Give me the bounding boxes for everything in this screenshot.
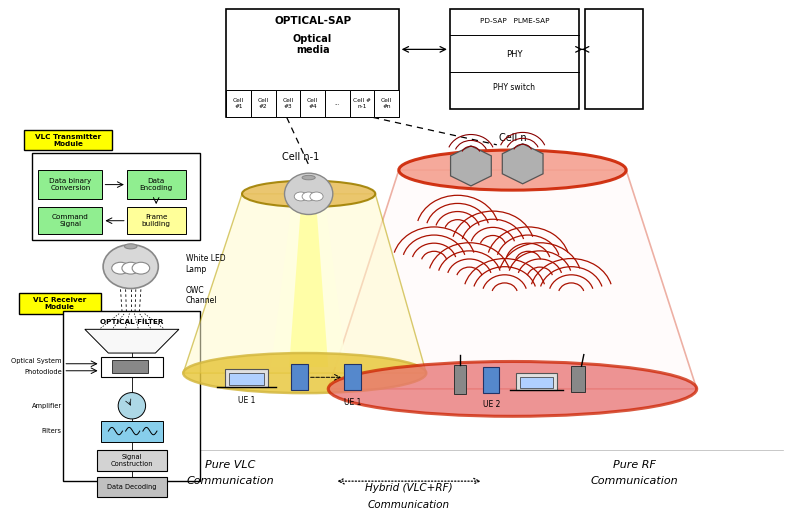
Circle shape	[294, 192, 307, 201]
Polygon shape	[85, 329, 179, 353]
FancyBboxPatch shape	[251, 90, 276, 117]
FancyBboxPatch shape	[226, 10, 399, 117]
Ellipse shape	[242, 181, 375, 207]
FancyBboxPatch shape	[229, 373, 264, 385]
FancyBboxPatch shape	[63, 312, 201, 481]
Text: Amplifier: Amplifier	[31, 403, 62, 409]
Ellipse shape	[399, 150, 626, 190]
Polygon shape	[328, 170, 697, 389]
Text: ...: ...	[334, 101, 340, 106]
Text: Optical
media: Optical media	[293, 34, 332, 56]
Text: WiFi
Router: WiFi Router	[461, 165, 482, 175]
Ellipse shape	[118, 393, 146, 419]
Text: Pure RF: Pure RF	[613, 461, 655, 470]
Text: Hybrid (VLC+RF): Hybrid (VLC+RF)	[365, 483, 453, 493]
Polygon shape	[271, 207, 346, 367]
Text: Cell
#2: Cell #2	[258, 98, 269, 109]
FancyBboxPatch shape	[126, 170, 186, 199]
Text: VLC Transmitter
Module: VLC Transmitter Module	[35, 134, 101, 147]
FancyBboxPatch shape	[32, 153, 201, 240]
Text: OPTICAL FILTER: OPTICAL FILTER	[100, 319, 163, 325]
Ellipse shape	[125, 244, 137, 249]
FancyBboxPatch shape	[450, 10, 579, 110]
FancyBboxPatch shape	[350, 90, 374, 117]
Text: Communication: Communication	[186, 476, 274, 486]
Text: Cell n-1: Cell n-1	[282, 152, 319, 162]
FancyBboxPatch shape	[290, 364, 308, 391]
FancyBboxPatch shape	[325, 90, 350, 117]
FancyBboxPatch shape	[225, 369, 268, 387]
FancyBboxPatch shape	[24, 130, 112, 150]
Text: Cell #
n-1: Cell # n-1	[353, 98, 370, 109]
Text: WiFi
Router: WiFi Router	[512, 163, 533, 173]
FancyBboxPatch shape	[97, 449, 167, 471]
FancyBboxPatch shape	[101, 420, 163, 441]
FancyBboxPatch shape	[18, 294, 101, 314]
FancyBboxPatch shape	[483, 367, 499, 393]
Text: Data binary
Conversion: Data binary Conversion	[50, 178, 91, 191]
Text: OPTICAL-SAP: OPTICAL-SAP	[274, 16, 351, 26]
Text: Cell n: Cell n	[498, 134, 526, 144]
Ellipse shape	[328, 361, 697, 416]
Text: Frame
building: Frame building	[142, 214, 170, 227]
Text: Cell
#3: Cell #3	[282, 98, 294, 109]
Circle shape	[302, 192, 315, 201]
Text: PHY: PHY	[506, 50, 522, 59]
Ellipse shape	[285, 173, 333, 215]
Circle shape	[310, 192, 323, 201]
Circle shape	[122, 262, 139, 274]
Circle shape	[112, 262, 130, 274]
Polygon shape	[183, 194, 426, 373]
Text: Communication: Communication	[368, 500, 450, 510]
FancyBboxPatch shape	[97, 477, 167, 497]
FancyBboxPatch shape	[101, 357, 163, 377]
FancyBboxPatch shape	[586, 10, 642, 110]
Text: VLC Receiver
Module: VLC Receiver Module	[33, 297, 86, 310]
FancyBboxPatch shape	[454, 365, 466, 394]
Text: White LED
Lamp: White LED Lamp	[186, 254, 226, 273]
Text: Data
Encoding: Data Encoding	[139, 178, 173, 191]
Text: PD-SAP   PLME-SAP: PD-SAP PLME-SAP	[480, 18, 549, 24]
Text: Cell
#4: Cell #4	[307, 98, 318, 109]
Polygon shape	[289, 207, 328, 367]
FancyBboxPatch shape	[300, 90, 325, 117]
FancyBboxPatch shape	[516, 373, 557, 390]
Text: Command
Signal: Command Signal	[52, 214, 89, 227]
Text: Filters: Filters	[42, 428, 62, 434]
Text: Signal
Construction: Signal Construction	[110, 454, 153, 466]
Text: Cell
#1: Cell #1	[233, 98, 244, 109]
FancyBboxPatch shape	[374, 90, 399, 117]
FancyBboxPatch shape	[112, 360, 147, 373]
Circle shape	[132, 262, 150, 274]
Text: Data Decoding: Data Decoding	[107, 484, 157, 490]
FancyBboxPatch shape	[344, 364, 361, 391]
Text: Cell
#n: Cell #n	[381, 98, 392, 109]
FancyBboxPatch shape	[38, 207, 102, 234]
Text: PHY switch: PHY switch	[494, 83, 535, 92]
FancyBboxPatch shape	[126, 207, 186, 234]
Text: Photodiode: Photodiode	[24, 369, 62, 375]
FancyBboxPatch shape	[226, 90, 251, 117]
Text: Pure VLC: Pure VLC	[205, 461, 255, 470]
Ellipse shape	[183, 353, 426, 393]
FancyBboxPatch shape	[519, 377, 554, 388]
FancyBboxPatch shape	[571, 366, 586, 392]
Polygon shape	[502, 144, 543, 184]
Ellipse shape	[302, 175, 315, 180]
Text: UE 2: UE 2	[482, 400, 500, 409]
FancyBboxPatch shape	[38, 170, 102, 199]
Text: UE 1: UE 1	[344, 398, 362, 407]
Ellipse shape	[103, 245, 158, 288]
Text: Communication: Communication	[590, 476, 678, 486]
Text: UE 1: UE 1	[238, 396, 255, 405]
Text: Optical System: Optical System	[11, 358, 62, 365]
FancyBboxPatch shape	[276, 90, 300, 117]
Polygon shape	[450, 146, 491, 186]
Text: OWC
Channel: OWC Channel	[186, 286, 217, 305]
